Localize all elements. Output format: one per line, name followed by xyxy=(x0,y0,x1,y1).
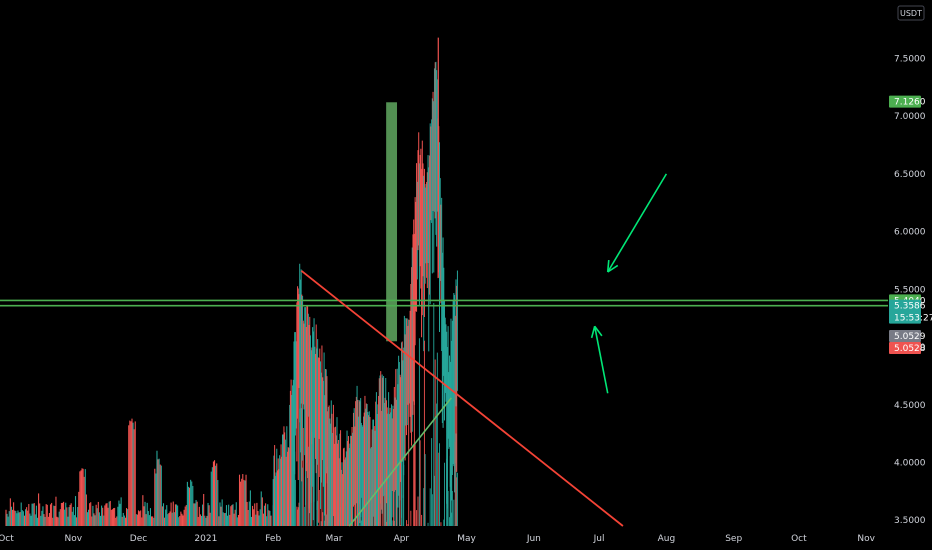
price-badge-countdown: 15:53:27 xyxy=(894,314,932,324)
price-bars xyxy=(5,37,458,526)
time-tick-label: Sep xyxy=(725,534,742,544)
arrow-head xyxy=(607,264,619,273)
price-badge xyxy=(889,329,921,342)
price-tick-label: 6.0000 xyxy=(894,228,926,238)
price-tick-label: 5.5000 xyxy=(894,285,926,295)
price-badge-label: 5.3586 xyxy=(894,302,926,312)
price-badge-label: 5.0529 xyxy=(894,332,926,342)
time-tick-label: Jul xyxy=(593,534,605,544)
drawings xyxy=(0,102,888,527)
price-tick-label: 4.0000 xyxy=(894,459,926,469)
arrow-head xyxy=(594,325,603,337)
time-tick-label: Nov xyxy=(857,534,875,544)
price-badge xyxy=(889,341,921,354)
time-tick-label: Oct xyxy=(0,534,14,544)
time-tick-label: Apr xyxy=(394,534,410,544)
trendline-up xyxy=(348,397,452,527)
currency-label[interactable]: USDT xyxy=(897,5,925,21)
time-tick-label: Oct xyxy=(791,534,807,544)
time-tick-label: Feb xyxy=(265,534,281,544)
price-badge-label: 7.1260 xyxy=(894,98,926,108)
time-tick-label: May xyxy=(457,534,476,544)
currency-label-text: USDT xyxy=(900,9,922,18)
price-tick-label: 7.5000 xyxy=(894,54,926,64)
trendline-down xyxy=(300,270,624,527)
arrow-head xyxy=(590,326,596,339)
time-tick-label: Dec xyxy=(130,534,147,544)
price-tick-label: 4.5000 xyxy=(894,401,926,411)
time-tick-label: Aug xyxy=(658,534,676,544)
time-tick-label: 2021 xyxy=(194,534,217,544)
price-tick-label: 6.5000 xyxy=(894,170,926,180)
price-tick-label: 7.0000 xyxy=(894,112,926,122)
highlight-rectangle xyxy=(386,102,398,342)
price-badge xyxy=(889,299,921,324)
time-axis[interactable]: Oct Nov Dec 2021 Feb Mar Apr May Jun Jul Aug Sep Oct… xyxy=(0,534,876,544)
time-tick-label: Jun xyxy=(526,534,541,544)
arrow-head xyxy=(606,259,610,273)
currency-label-box xyxy=(897,5,925,21)
price-badge xyxy=(889,95,921,108)
price-tick-label: 3.5000 xyxy=(894,516,926,526)
time-tick-label: Nov xyxy=(65,534,83,544)
arrow-line xyxy=(593,326,609,394)
time-tick-label: Mar xyxy=(326,534,343,544)
price-badge-label: 5.0528 xyxy=(894,344,926,354)
arrow-line xyxy=(607,173,668,273)
